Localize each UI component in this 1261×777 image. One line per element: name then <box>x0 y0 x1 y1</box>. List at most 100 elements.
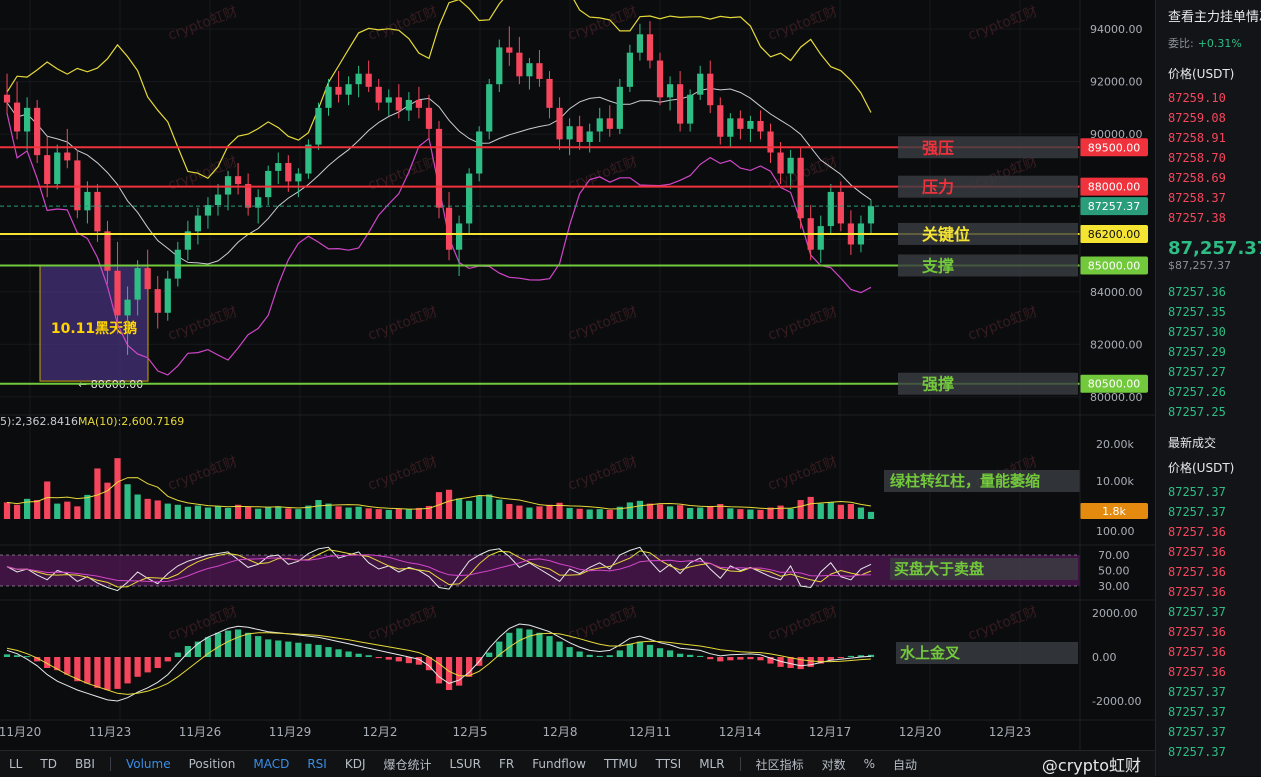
level-price-tag: 89500.00 <box>1088 141 1141 154</box>
ask-row[interactable]: 87258.69 <box>1168 171 1226 185</box>
candle <box>224 170 232 211</box>
ask-row[interactable]: 87258.70 <box>1168 151 1226 165</box>
candle <box>536 50 543 87</box>
candle-body <box>646 34 654 61</box>
trade-row[interactable]: 87257.36 <box>1168 545 1226 559</box>
trades-header[interactable]: 最新成交 <box>1168 436 1217 450</box>
ask-row[interactable]: 87258.91 <box>1168 131 1226 145</box>
toolbar-item[interactable]: LSUR <box>449 757 481 771</box>
toolbar-item[interactable]: RSI <box>307 757 327 771</box>
volume-bar <box>345 507 352 519</box>
candle <box>626 44 633 93</box>
volume-bar <box>94 468 101 519</box>
trade-row[interactable]: 87257.37 <box>1168 745 1226 759</box>
bid-row[interactable]: 87257.30 <box>1168 325 1226 339</box>
trade-row[interactable]: 87257.36 <box>1168 645 1226 659</box>
ask-row[interactable]: 87257.38 <box>1168 211 1226 225</box>
toolbar-item[interactable]: Fundflow <box>532 757 586 771</box>
bid-row[interactable]: 87257.27 <box>1168 365 1226 379</box>
toolbar-item[interactable]: % <box>863 757 876 771</box>
volume-bar <box>435 492 443 519</box>
trade-row[interactable]: 87257.37 <box>1168 685 1226 699</box>
candle-body <box>174 249 181 279</box>
trade-row[interactable]: 87257.37 <box>1168 505 1226 519</box>
order-panel-title[interactable]: 查看主力挂单情况 <box>1168 10 1261 25</box>
macd-hist-bar <box>114 657 121 689</box>
candle-body <box>737 118 744 129</box>
toolbar-item[interactable]: Position <box>188 757 236 771</box>
bid-row[interactable]: 87257.25 <box>1168 405 1226 419</box>
candle-body <box>636 34 644 53</box>
candle-body <box>626 52 633 87</box>
candle <box>666 76 674 111</box>
ask-row[interactable]: 87259.10 <box>1168 91 1226 105</box>
trade-row[interactable]: 87257.37 <box>1168 485 1226 499</box>
trade-row[interactable]: 87257.36 <box>1168 665 1226 679</box>
trade-row[interactable]: 87257.36 <box>1168 525 1226 539</box>
candle-body <box>466 173 473 224</box>
volume-bar <box>666 506 674 519</box>
candle-body <box>767 131 774 153</box>
volume-bar <box>144 498 151 519</box>
bid-row[interactable]: 87257.35 <box>1168 305 1226 319</box>
ask-row[interactable]: 87258.37 <box>1168 191 1226 205</box>
candle-body <box>124 299 131 316</box>
candle <box>747 115 754 142</box>
volume-bar <box>827 502 834 519</box>
candle-body <box>445 207 453 250</box>
bid-row[interactable]: 87257.36 <box>1168 285 1226 299</box>
toolbar-item[interactable]: TD <box>40 757 57 771</box>
trade-row[interactable]: 87257.37 <box>1168 725 1226 739</box>
volume-bar <box>817 503 824 519</box>
candle-body <box>697 73 704 95</box>
candle-body <box>676 84 684 124</box>
toolbar-item[interactable]: 爆仓统计 <box>383 757 432 772</box>
macd-hist-bar <box>275 640 282 657</box>
toolbar-item[interactable]: BBI <box>74 757 95 771</box>
trade-row[interactable]: 87257.37 <box>1168 705 1226 719</box>
macd-hist-bar <box>486 652 493 657</box>
level-price-tag: 85000.00 <box>1088 259 1141 272</box>
volume-bar <box>275 506 282 519</box>
volume-bar <box>767 507 774 519</box>
candle <box>204 197 212 229</box>
candle-body <box>104 231 111 271</box>
candle-body <box>365 73 372 87</box>
toolbar-item[interactable]: Volume <box>125 757 171 771</box>
chart-canvas[interactable]: crypto虹财 crypto虹财 crypto虹财 crypto虹财 crypto虹财… <box>0 0 1155 750</box>
toolbar-item[interactable]: TTMU <box>603 757 638 771</box>
macd-hist-bar <box>536 632 543 657</box>
macd-hist-bar <box>265 639 272 657</box>
toolbar-item[interactable]: TTSI <box>655 757 682 771</box>
volume-bar <box>847 503 854 519</box>
last-price-usd: $87,257.37 <box>1168 259 1231 272</box>
candle-body <box>34 107 41 156</box>
macd-hist-bar <box>636 641 644 657</box>
candle-body <box>586 131 593 142</box>
toolbar-item[interactable]: 社区指标 <box>755 757 804 772</box>
trade-row[interactable]: 87257.36 <box>1168 625 1226 639</box>
toolbar-item[interactable]: 对数 <box>821 757 846 772</box>
candle-body <box>375 86 382 103</box>
candle-body <box>144 268 151 290</box>
bid-row[interactable]: 87257.29 <box>1168 345 1226 359</box>
ask-row[interactable]: 87259.08 <box>1168 111 1226 125</box>
toolbar-item[interactable]: FR <box>498 757 515 771</box>
trade-row[interactable]: 87257.37 <box>1168 605 1226 619</box>
toolbar-item[interactable]: MACD <box>253 757 290 771</box>
macd-hist-bar <box>395 657 402 662</box>
x-tick-label: 12月5 <box>453 725 488 739</box>
trade-row[interactable]: 87257.36 <box>1168 565 1226 579</box>
volume-bar <box>164 503 171 519</box>
candle <box>13 81 21 140</box>
macd-hist-bar <box>847 655 854 657</box>
toolbar-item[interactable]: MLR <box>699 757 725 771</box>
candle-body <box>305 144 312 174</box>
bid-row[interactable]: 87257.26 <box>1168 385 1226 399</box>
toolbar-item[interactable]: LL <box>9 757 23 771</box>
trade-row[interactable]: 87257.36 <box>1168 585 1226 599</box>
candle-body <box>546 78 553 108</box>
toolbar-item[interactable]: KDJ <box>344 757 366 771</box>
toolbar-item[interactable]: 自动 <box>893 757 918 772</box>
order-ratio: 委比: +0.31% <box>1156 25 1261 51</box>
